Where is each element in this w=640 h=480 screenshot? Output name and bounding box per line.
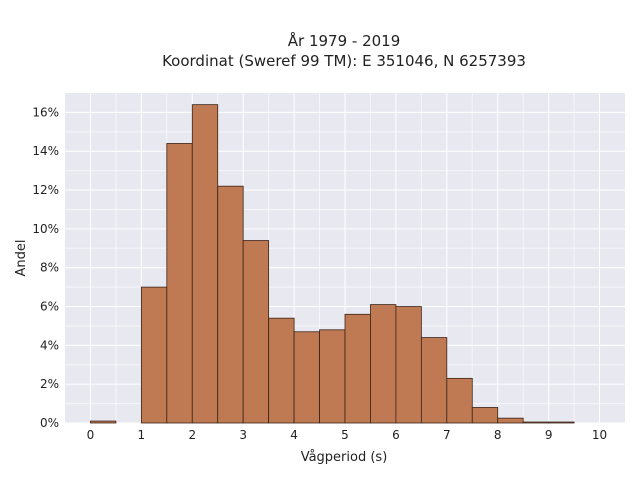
histogram-bar-4 (191, 104, 219, 424)
y-tick-label-1: 2% (40, 377, 59, 391)
histogram-bar-17 (522, 421, 550, 424)
histogram-bar-15 (471, 407, 499, 424)
histogram-bar-2 (140, 286, 168, 424)
y-tick-label-5: 10% (32, 222, 59, 236)
y-tick-label-4: 8% (40, 261, 59, 275)
x-tick-label-9: 9 (545, 428, 553, 442)
histogram-bar-12 (395, 306, 422, 424)
chart-title-line2: Koordinat (Sweref 99 TM): E 351046, N 62… (162, 52, 526, 70)
histogram-bar-9 (319, 329, 346, 424)
y-axis-label: Andel (14, 240, 29, 277)
x-tick-label-6: 6 (392, 428, 400, 442)
x-tick-labels: 0 1 2 3 4 5 6 7 8 9 10 (87, 428, 608, 442)
x-tick-label-1: 1 (138, 428, 146, 442)
histogram-bar-7 (268, 317, 295, 424)
histogram-bar-18 (548, 421, 575, 424)
x-tick-label-2: 2 (188, 428, 196, 442)
x-tick-label-7: 7 (443, 428, 451, 442)
x-tick-label-4: 4 (290, 428, 298, 442)
x-tick-label-8: 8 (494, 428, 502, 442)
y-tick-label-0: 0% (40, 416, 59, 430)
chart-title-line1: År 1979 - 2019 (288, 31, 401, 50)
x-tick-label-0: 0 (87, 428, 95, 442)
x-axis-label: Vågperiod (s) (301, 450, 388, 465)
histogram-bar-13 (420, 337, 448, 424)
bars (90, 104, 575, 424)
x-tick-label-3: 3 (239, 428, 247, 442)
y-tick-labels: 0% 2% 4% 6% 8% 10% 12% 14% 16% (32, 105, 59, 430)
histogram-bar-10 (344, 313, 371, 424)
y-tick-label-7: 14% (32, 144, 59, 158)
histogram-bar-5 (217, 185, 244, 424)
histogram-bar-16 (497, 417, 524, 424)
histogram-bar-3 (166, 143, 193, 424)
y-tick-label-6: 12% (32, 183, 59, 197)
y-tick-label-3: 6% (40, 300, 59, 314)
histogram-bar-0 (90, 420, 117, 424)
y-tick-label-8: 16% (32, 105, 59, 119)
histogram-bar-14 (446, 377, 473, 424)
histogram-bar-8 (293, 331, 320, 424)
x-tick-label-10: 10 (592, 428, 607, 442)
x-tick-label-5: 5 (341, 428, 349, 442)
histogram-bar-11 (370, 304, 397, 424)
histogram-bar-6 (242, 240, 270, 424)
y-tick-label-2: 4% (40, 338, 59, 352)
